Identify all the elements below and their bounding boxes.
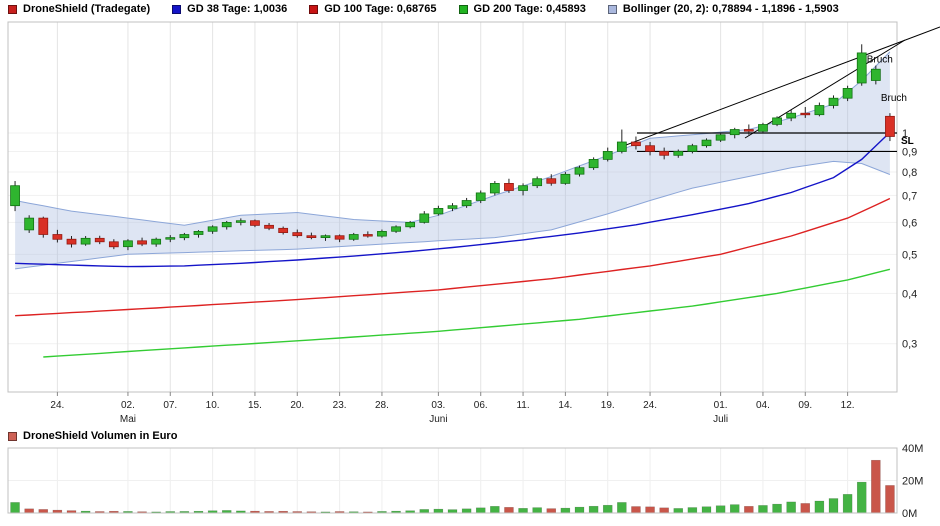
svg-text:12.: 12. [841, 400, 855, 411]
svg-text:14.: 14. [558, 400, 572, 411]
svg-text:11.: 11. [516, 400, 529, 411]
svg-text:0M: 0M [902, 508, 917, 520]
series-swatch-droneshield [8, 4, 17, 14]
legend-item-gd200: GD 200 Tage: 0,45893 [458, 3, 586, 15]
series-swatch-gd100 [309, 4, 319, 14]
svg-text:40M: 40M [902, 443, 923, 455]
svg-text:SL: SL [901, 136, 914, 147]
legend-item-bollinger: Bollinger (20, 2): 0,78894 - 1,1896 - 1,… [607, 3, 839, 15]
svg-text:0,9: 0,9 [902, 146, 917, 158]
svg-text:0,7: 0,7 [902, 190, 917, 202]
legend-item-gd38: GD 38 Tage: 1,0036 [172, 3, 287, 15]
svg-text:Mai: Mai [120, 414, 136, 425]
svg-text:Juni: Juni [429, 414, 447, 425]
svg-text:20.: 20. [290, 400, 304, 411]
svg-text:0,3: 0,3 [902, 339, 917, 351]
svg-text:23.: 23. [333, 400, 347, 411]
svg-text:15.: 15. [248, 400, 262, 411]
svg-text:0,6: 0,6 [902, 217, 917, 229]
legend-label-droneshield: DroneShield (Tradegate) [23, 3, 151, 15]
volume-legend: DroneShield Volumen in Euro [8, 430, 177, 442]
svg-text:0,5: 0,5 [902, 249, 917, 261]
volume-legend-label: DroneShield Volumen in Euro [23, 430, 178, 442]
svg-text:24.: 24. [643, 400, 657, 411]
svg-text:0,8: 0,8 [902, 167, 917, 179]
svg-text:01.: 01. [714, 400, 728, 411]
legend-item-gd100: GD 100 Tage: 0,68765 [309, 3, 437, 15]
svg-text:04.: 04. [756, 400, 770, 411]
svg-text:03.: 03. [431, 400, 445, 411]
svg-text:Juli: Juli [713, 414, 728, 425]
svg-text:0,4: 0,4 [902, 288, 917, 300]
volume-swatch [8, 431, 17, 441]
legend-label-bollinger: Bollinger (20, 2): 0,78894 - 1,1896 - 1,… [622, 3, 839, 15]
series-swatch-gd38 [172, 4, 182, 14]
legend-label-gd200: GD 200 Tage: 0,45893 [473, 3, 586, 15]
svg-text:10.: 10. [206, 400, 220, 411]
svg-text:Bruch: Bruch [881, 93, 907, 104]
chart-legend: DroneShield (Tradegate) GD 38 Tage: 1,00… [8, 3, 839, 15]
svg-text:1: 1 [902, 128, 908, 140]
legend-label-gd100: GD 100 Tage: 0,68765 [324, 3, 437, 15]
svg-text:06.: 06. [474, 400, 488, 411]
series-swatch-bollinger [607, 4, 617, 14]
series-swatch-gd200 [458, 4, 468, 14]
svg-text:Bruch: Bruch [867, 55, 893, 66]
svg-text:07.: 07. [163, 400, 177, 411]
legend-item-droneshield: DroneShield (Tradegate) [8, 3, 150, 15]
svg-text:24.: 24. [50, 400, 64, 411]
legend-label-gd38: GD 38 Tage: 1,0036 [187, 3, 288, 15]
svg-text:19.: 19. [601, 400, 615, 411]
svg-text:02.: 02. [121, 400, 135, 411]
svg-text:20M: 20M [902, 476, 923, 488]
svg-text:28.: 28. [375, 400, 389, 411]
svg-text:09.: 09. [798, 400, 812, 411]
